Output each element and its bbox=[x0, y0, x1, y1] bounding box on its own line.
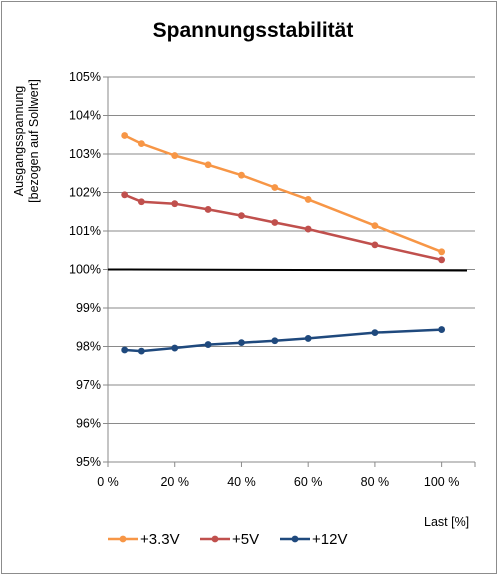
x-tick-label: 80 % bbox=[361, 475, 390, 489]
x-axis-title: Last [%] bbox=[424, 515, 469, 529]
data-point bbox=[121, 346, 129, 354]
x-tick-label: 60 % bbox=[294, 475, 323, 489]
y-tick-label: 102% bbox=[69, 186, 101, 200]
data-point bbox=[238, 339, 245, 347]
y-tick-label: 104% bbox=[69, 109, 101, 123]
data-point bbox=[438, 248, 446, 256]
data-point bbox=[438, 326, 446, 333]
data-point bbox=[271, 219, 279, 226]
y-tick-label: 97% bbox=[76, 378, 101, 392]
y-axis-title-line2: [bezogen auf Sollwert] bbox=[27, 79, 41, 203]
data-point bbox=[371, 241, 379, 249]
data-point bbox=[271, 337, 279, 345]
y-tick-label: 99% bbox=[76, 301, 101, 315]
series-5v bbox=[121, 191, 446, 264]
plot-area bbox=[107, 132, 468, 355]
legend-swatch-marker bbox=[119, 535, 127, 543]
data-point bbox=[204, 161, 212, 169]
data-point bbox=[304, 335, 312, 342]
data-point bbox=[171, 344, 179, 352]
legend-label: +5V bbox=[232, 531, 259, 548]
y-tick-label: 98% bbox=[76, 340, 101, 354]
data-point bbox=[171, 152, 179, 159]
legend-item: +3.3V bbox=[108, 531, 180, 548]
series-33v bbox=[121, 132, 446, 256]
legend-swatch-marker bbox=[291, 535, 299, 543]
legend-label: +12V bbox=[312, 531, 347, 548]
data-point bbox=[238, 171, 245, 179]
legend-label: +3.3V bbox=[140, 531, 180, 548]
x-tick-label: 100 % bbox=[424, 475, 459, 489]
data-point bbox=[304, 196, 312, 203]
y-axis-title: Ausgangsspannung [bezogen auf Sollwert] bbox=[12, 79, 41, 203]
y-axis-title-line1: Ausgangsspannung bbox=[12, 86, 26, 197]
data-point bbox=[438, 256, 446, 264]
data-point bbox=[137, 198, 145, 206]
y-tick-label: 95% bbox=[76, 455, 101, 469]
data-point bbox=[204, 206, 212, 213]
legend-item: +5V bbox=[200, 531, 259, 548]
x-tick-label: 0 % bbox=[97, 475, 119, 489]
data-point bbox=[271, 184, 279, 191]
data-point bbox=[121, 132, 129, 139]
data-point bbox=[238, 212, 245, 220]
data-point bbox=[304, 225, 312, 233]
y-tick-label: 96% bbox=[76, 417, 101, 431]
data-point bbox=[137, 347, 145, 355]
data-point bbox=[121, 191, 129, 199]
series-12v bbox=[121, 326, 446, 355]
y-tick-label: 100% bbox=[69, 263, 101, 277]
y-tick-label: 101% bbox=[69, 224, 101, 238]
reference-line-100 bbox=[107, 268, 468, 272]
legend-swatch-marker bbox=[211, 535, 219, 543]
series-line bbox=[124, 134, 443, 253]
x-tick-label: 40 % bbox=[227, 475, 256, 489]
data-point bbox=[371, 222, 379, 230]
legend: +3.3V +5V +12V bbox=[108, 531, 347, 548]
data-point bbox=[137, 140, 145, 148]
x-tick-label: 20 % bbox=[160, 475, 189, 489]
data-point bbox=[204, 341, 212, 348]
chart-title: Spannungsstabilität bbox=[153, 19, 354, 42]
legend-item: +12V bbox=[280, 531, 347, 548]
data-point bbox=[171, 200, 179, 208]
y-tick-label: 103% bbox=[69, 147, 101, 161]
axes: 95% 96% 97% 98% 99% 100% 101% 102% 103% 104% 105% 0… bbox=[69, 70, 476, 489]
y-tick-label: 105% bbox=[69, 70, 101, 84]
data-point bbox=[371, 329, 379, 337]
